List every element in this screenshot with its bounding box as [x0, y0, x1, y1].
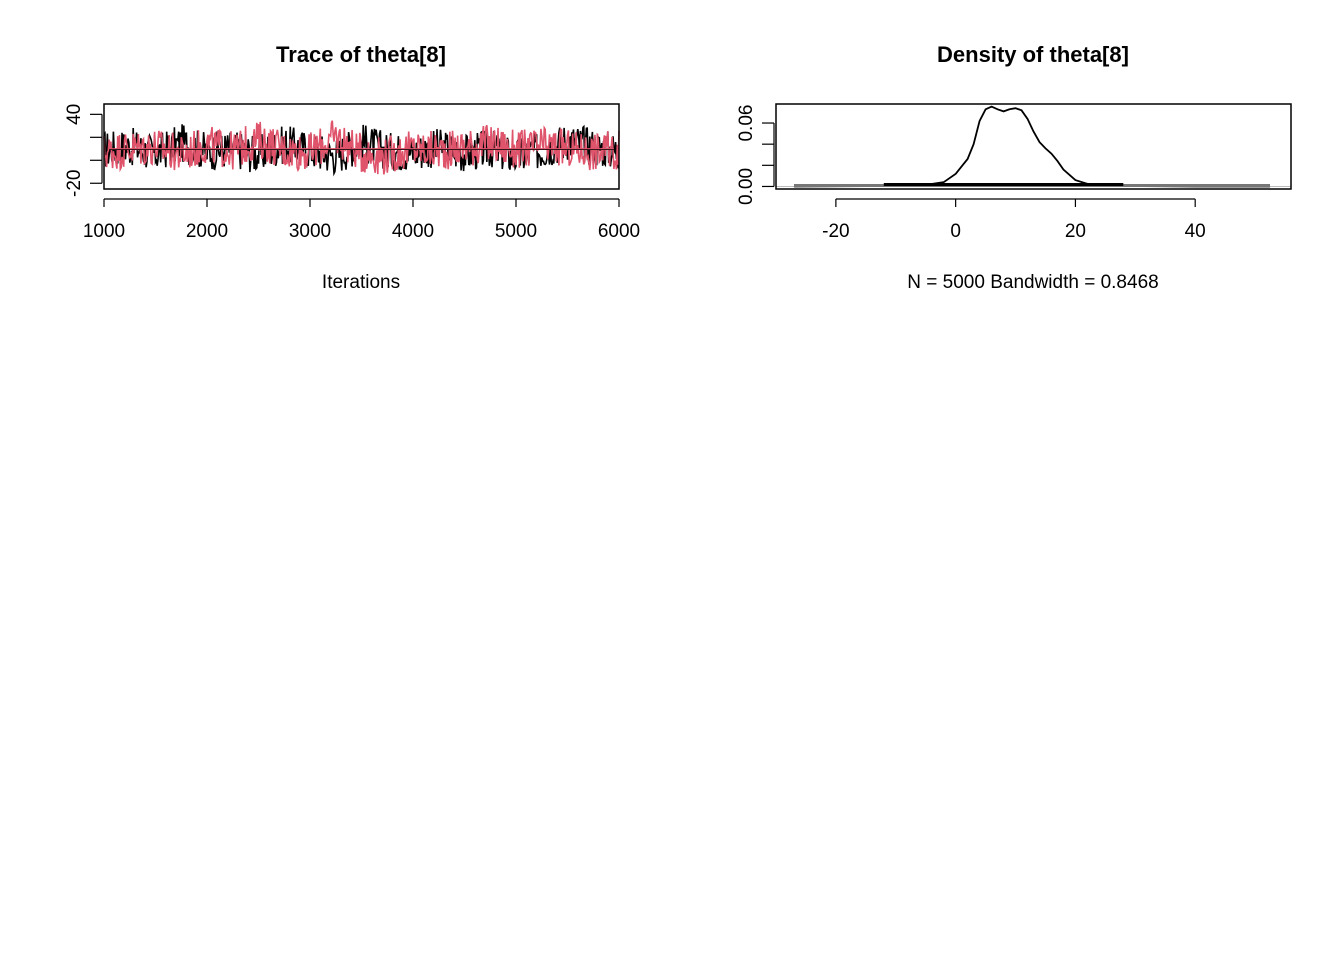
density-x-tick-label: 0 — [950, 221, 961, 242]
trace-title: Trace of theta[8] — [276, 42, 446, 67]
trace-x-tick-label: 3000 — [289, 221, 331, 242]
density-series-1 — [793, 105, 1270, 188]
trace-x-tick-label: 6000 — [598, 221, 640, 242]
density-panel: Density of theta[8] -20 0 20 40 0.00 0.06 N … — [736, 42, 1292, 293]
density-title: Density of theta[8] — [937, 42, 1129, 67]
density-series-group — [776, 105, 1291, 188]
density-x-tick-label: 20 — [1065, 221, 1086, 242]
trace-x-tick-label: 4000 — [392, 221, 434, 242]
trace-y-tick-label: -20 — [64, 170, 85, 197]
trace-y-tick-label: 40 — [64, 104, 85, 125]
trace-x-tick-label: 5000 — [495, 221, 537, 242]
density-x-label: N = 5000 Bandwidth = 0.8468 — [907, 272, 1158, 293]
density-plot-frame — [775, 103, 1292, 190]
density-x-tick-label: 40 — [1185, 221, 1206, 242]
trace-x-tick-label: 1000 — [83, 221, 125, 242]
trace-panel: Trace of theta[8] 1000 2000 3000 4000 5000 60… — [64, 42, 640, 293]
trace-x-axis: 1000 2000 3000 4000 5000 6000 — [83, 198, 640, 242]
trace-x-tick-label: 2000 — [186, 221, 228, 242]
density-y-tick-label: 0.00 — [736, 168, 757, 205]
trace-y-axis: -20 40 — [64, 104, 103, 197]
density-y-tick-label: 0.06 — [736, 105, 757, 142]
trace-x-label: Iterations — [322, 272, 400, 293]
trace-plot-frame — [103, 103, 620, 190]
density-y-axis: 0.00 0.06 — [736, 105, 775, 205]
density-x-axis: -20 0 20 40 — [822, 198, 1206, 242]
trace-series-group — [103, 120, 620, 177]
density-x-tick-label: -20 — [822, 221, 849, 242]
